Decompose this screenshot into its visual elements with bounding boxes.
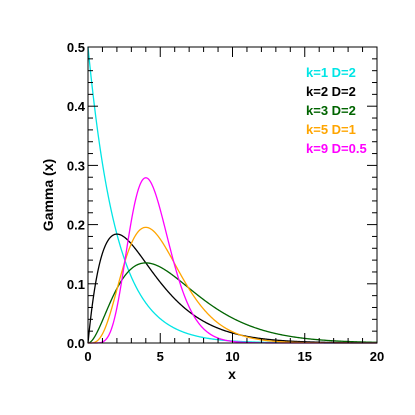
x-tick-label: 20 <box>370 349 384 364</box>
series-line-2 <box>87 233 378 344</box>
y-tick-label: 0.5 <box>67 40 85 55</box>
legend-entry-3: k=3 D=2 <box>306 103 356 118</box>
y-tick-label: 0.4 <box>67 99 86 114</box>
legend-entry-5: k=9 D=0.5 <box>306 141 367 156</box>
y-tick-label: 0.1 <box>67 277 85 292</box>
legend-entry-2: k=2 D=2 <box>306 84 356 99</box>
y-tick-label: 0.0 <box>67 336 85 351</box>
axis-ticks <box>87 46 378 344</box>
tick-labels: 0 5 10 15 20 0.0 0.1 0.2 0.3 0.4 0.5 <box>67 40 384 364</box>
series-line-3 <box>87 262 378 344</box>
x-tick-label: 5 <box>157 349 164 364</box>
x-tick-label: 0 <box>84 349 91 364</box>
y-tick-label: 0.2 <box>67 218 85 233</box>
x-tick-label: 15 <box>298 349 312 364</box>
series-line-4 <box>88 226 377 344</box>
x-tick-label: 10 <box>225 349 239 364</box>
x-axis-label: x <box>228 366 236 382</box>
legend-entry-1: k=1 D=2 <box>306 65 356 80</box>
legend-entry-4: k=5 D=1 <box>306 122 356 137</box>
legend: k=1 D=2 k=2 D=2 k=3 D=2 k=5 D=1 k=9 D=0.5 <box>306 65 367 156</box>
y-axis-label: Gamma (x) <box>40 159 56 231</box>
y-tick-label: 0.3 <box>67 158 85 173</box>
